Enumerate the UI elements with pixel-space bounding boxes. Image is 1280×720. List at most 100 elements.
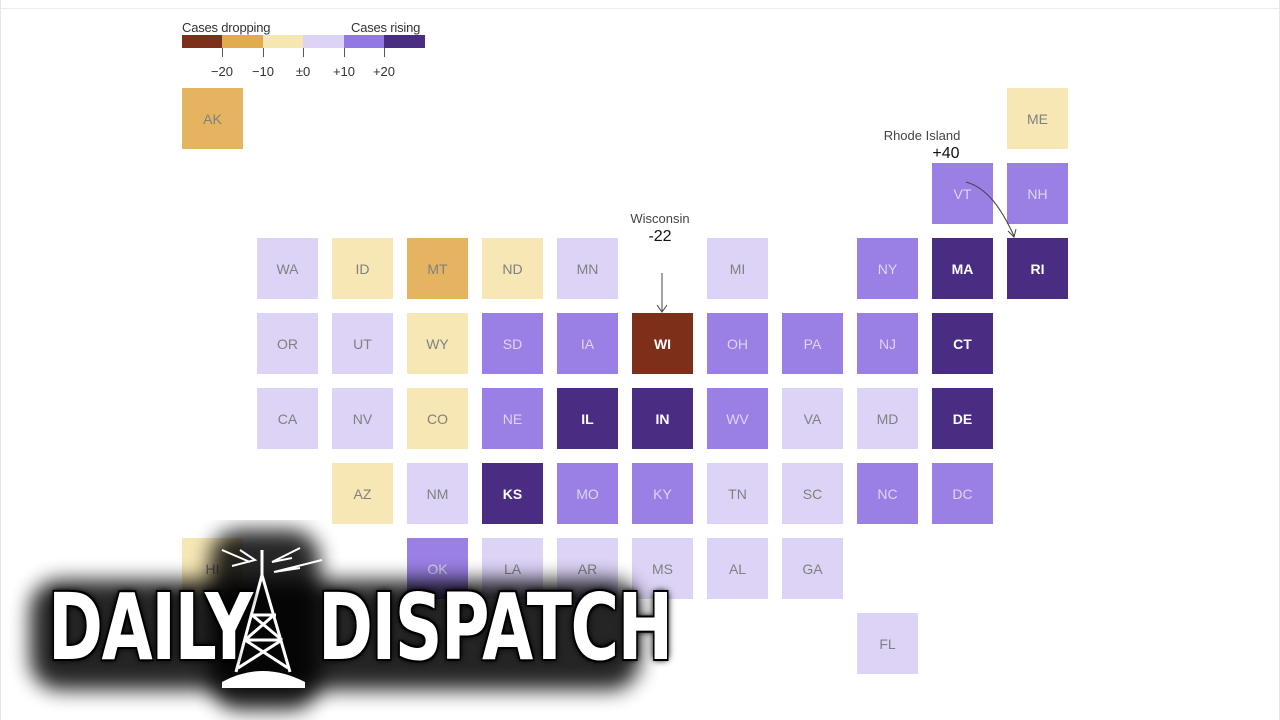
wisconsin-annotation-value: -22 <box>648 228 672 245</box>
state-tile-label: UT <box>353 335 372 352</box>
state-tile-label: IN <box>655 410 670 427</box>
state-tile-nv: NV <box>332 388 393 449</box>
state-tile-label: ID <box>355 260 370 277</box>
state-tile-ny: NY <box>857 238 918 299</box>
legend-tick-label: −20 <box>210 64 234 79</box>
state-tile-label: AL <box>728 560 747 577</box>
state-tile-tn: TN <box>707 463 768 524</box>
state-tile-mn: MN <box>557 238 618 299</box>
legend-tick <box>263 48 264 57</box>
state-tile-dc: DC <box>932 463 993 524</box>
state-tile-nm: NM <box>407 463 468 524</box>
state-tile-label: MD <box>876 410 899 427</box>
state-tile-vt: VT <box>932 163 993 224</box>
state-tile-nj: NJ <box>857 313 918 374</box>
state-tile-label: VA <box>803 410 822 427</box>
state-tile-label: CA <box>277 410 298 427</box>
state-tile-me: ME <box>1007 88 1068 149</box>
state-tile-label: DC <box>952 485 973 502</box>
state-tile-label: AR <box>577 560 598 577</box>
state-tile-az: AZ <box>332 463 393 524</box>
rhode-island-annotation-name: Rhode Island <box>883 128 961 143</box>
state-tile-wi: WI <box>632 313 693 374</box>
legend-swatch <box>222 35 263 48</box>
state-tile-label: MI <box>729 260 746 277</box>
legend-tick-label: ±0 <box>295 64 311 79</box>
wisconsin-arrow <box>656 273 668 313</box>
state-tile-label: WA <box>276 260 299 277</box>
state-tile-ms: MS <box>632 538 693 599</box>
legend-tick <box>384 48 385 57</box>
state-tile-ga: GA <box>782 538 843 599</box>
state-tile-label: MT <box>427 260 448 277</box>
state-tile-label: PA <box>803 335 822 352</box>
state-tile-in: IN <box>632 388 693 449</box>
state-tile-mo: MO <box>557 463 618 524</box>
state-tile-label: NM <box>426 485 449 502</box>
state-tile-label: GA <box>802 560 823 577</box>
state-tile-ut: UT <box>332 313 393 374</box>
state-tile-co: CO <box>407 388 468 449</box>
state-tile-label: TN <box>728 485 747 502</box>
state-tile-label: OH <box>727 335 748 352</box>
state-tile-label: NH <box>1027 185 1048 202</box>
legend-swatch <box>182 35 223 48</box>
radio-tower-icon <box>30 530 640 710</box>
state-tile-ak: AK <box>182 88 243 149</box>
daily-dispatch-logo: DAILY DISPATCH <box>0 520 673 720</box>
state-tile-fl: FL <box>857 613 918 674</box>
top-border <box>0 8 1280 9</box>
legend-swatch <box>344 35 385 48</box>
state-tile-al: AL <box>707 538 768 599</box>
state-tile-pa: PA <box>782 313 843 374</box>
legend-tick-label: +10 <box>332 64 356 79</box>
legend-tick-label: −10 <box>251 64 275 79</box>
state-tile-label: SD <box>502 335 523 352</box>
legend-dropping-label: Cases dropping <box>182 20 271 35</box>
legend-swatch <box>303 35 344 48</box>
state-tile-de: DE <box>932 388 993 449</box>
state-tile-label: OK <box>427 560 448 577</box>
legend-rising-label: Cases rising <box>351 20 421 35</box>
state-tile-ks: KS <box>482 463 543 524</box>
rhode-island-annotation-value: +40 <box>932 145 960 162</box>
state-tile-label: WY <box>426 335 449 352</box>
state-tile-label: MA <box>951 260 974 277</box>
state-tile-label: DE <box>952 410 973 427</box>
legend-swatch <box>263 35 304 48</box>
state-tile-label: NY <box>877 260 898 277</box>
state-tile-label: MN <box>576 260 599 277</box>
legend-swatch <box>384 35 425 48</box>
state-tile-label: MS <box>652 560 673 577</box>
state-tile-label: RI <box>1030 260 1045 277</box>
state-tile-wa: WA <box>257 238 318 299</box>
state-tile-id: ID <box>332 238 393 299</box>
state-tile-label: NE <box>502 410 523 427</box>
state-tile-md: MD <box>857 388 918 449</box>
state-tile-label: MO <box>576 485 599 502</box>
legend-tick <box>222 48 223 57</box>
state-tile-ia: IA <box>557 313 618 374</box>
state-tile-label: AZ <box>353 485 372 502</box>
state-tile-label: NV <box>352 410 373 427</box>
state-tile-label: CT <box>953 335 972 352</box>
state-tile-label: ME <box>1027 110 1048 127</box>
logo-word-dispatch: DISPATCH <box>318 574 673 681</box>
state-tile-ne: NE <box>482 388 543 449</box>
state-tile-label: NC <box>877 485 898 502</box>
state-tile-label: FL <box>879 635 896 652</box>
state-tile-label: LA <box>503 560 522 577</box>
state-tile-va: VA <box>782 388 843 449</box>
state-tile-label: ND <box>502 260 523 277</box>
state-tile-label: SC <box>802 485 823 502</box>
state-tile-label: AK <box>203 110 222 127</box>
state-tile-label: IA <box>580 335 595 352</box>
left-border <box>0 0 1 720</box>
state-tile-wv: WV <box>707 388 768 449</box>
state-tile-ri: RI <box>1007 238 1068 299</box>
state-tile-label: CO <box>427 410 448 427</box>
state-tile-nd: ND <box>482 238 543 299</box>
state-tile-mt: MT <box>407 238 468 299</box>
state-tile-label: NJ <box>878 335 897 352</box>
state-tile-label: IL <box>581 410 594 427</box>
